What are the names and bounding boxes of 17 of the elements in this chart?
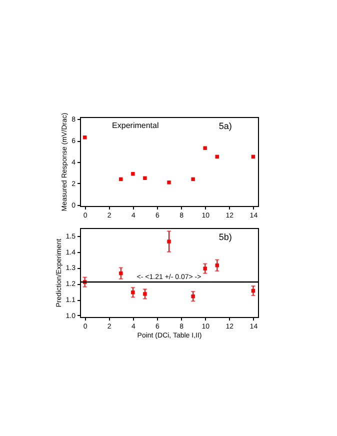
point (215, 263, 219, 268)
annotation: 5b) (218, 232, 232, 242)
point (119, 177, 123, 182)
point (143, 292, 147, 296)
point (167, 180, 171, 184)
point (131, 172, 135, 176)
point (167, 240, 171, 244)
annotation: Experimental (112, 120, 159, 130)
point (131, 290, 135, 294)
point (119, 271, 123, 276)
point (203, 146, 207, 150)
point (191, 177, 195, 182)
annotation: 5a) (218, 120, 232, 131)
point (215, 154, 219, 159)
point (203, 266, 207, 270)
point (143, 176, 147, 180)
point (191, 294, 195, 298)
